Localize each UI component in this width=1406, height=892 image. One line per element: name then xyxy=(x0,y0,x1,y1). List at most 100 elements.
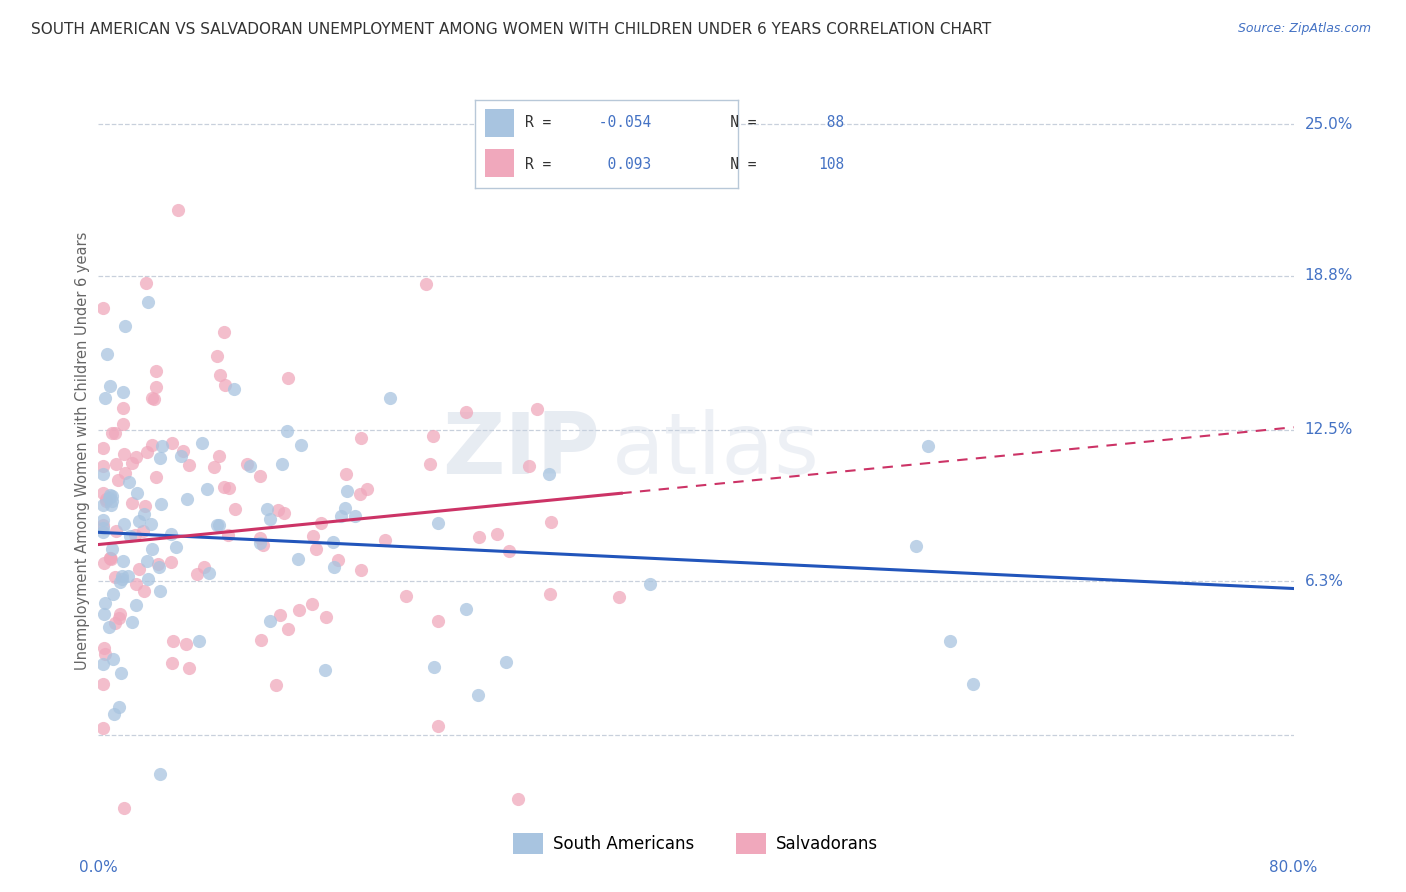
Point xyxy=(249,532,271,546)
Point xyxy=(208,449,231,463)
Point xyxy=(124,528,146,542)
Point xyxy=(91,513,114,527)
Point xyxy=(97,491,120,505)
Point xyxy=(91,467,114,481)
Point xyxy=(271,457,294,471)
Point xyxy=(149,767,172,781)
Point xyxy=(118,475,141,489)
Point xyxy=(150,439,173,453)
Point xyxy=(110,666,132,681)
Point xyxy=(104,524,127,538)
Point xyxy=(94,647,117,661)
Point xyxy=(98,550,121,565)
Point xyxy=(136,554,159,568)
Point xyxy=(609,591,631,605)
Point xyxy=(239,458,262,473)
Point xyxy=(538,587,561,601)
Point xyxy=(107,473,129,487)
Point xyxy=(134,507,156,521)
Point xyxy=(135,276,157,290)
Point xyxy=(301,529,323,543)
Point xyxy=(187,634,209,648)
Point xyxy=(101,652,124,666)
Point xyxy=(110,569,132,583)
Point xyxy=(143,392,166,406)
Point xyxy=(212,480,235,494)
Point xyxy=(269,607,291,622)
Point xyxy=(256,501,278,516)
Point xyxy=(118,529,141,543)
Point xyxy=(101,494,124,508)
Point xyxy=(111,385,134,400)
Point xyxy=(138,572,160,586)
Point xyxy=(217,528,239,542)
Point xyxy=(160,656,183,670)
Point xyxy=(415,277,437,292)
Point xyxy=(905,539,928,553)
Point xyxy=(264,677,287,691)
Point xyxy=(179,458,201,473)
Point xyxy=(311,516,333,530)
Point xyxy=(105,457,128,471)
Point xyxy=(485,527,508,541)
Point xyxy=(128,514,150,528)
Point xyxy=(426,719,449,733)
Point xyxy=(508,792,530,806)
Point xyxy=(91,518,114,533)
Point xyxy=(249,468,271,483)
Point xyxy=(160,436,183,450)
Point xyxy=(172,444,194,458)
Text: 18.8%: 18.8% xyxy=(1305,268,1353,284)
Point xyxy=(125,450,148,464)
Point xyxy=(277,370,299,384)
Point xyxy=(202,459,225,474)
Point xyxy=(214,378,236,392)
Point xyxy=(517,458,540,473)
Point xyxy=(427,614,450,628)
Point xyxy=(121,456,143,470)
Point xyxy=(145,363,167,377)
Point xyxy=(329,509,352,524)
Point xyxy=(141,437,163,451)
Point xyxy=(191,436,214,450)
Point xyxy=(93,556,115,570)
Point xyxy=(101,489,124,503)
Point xyxy=(193,559,215,574)
Point xyxy=(419,457,441,471)
Point xyxy=(91,677,114,691)
Text: 6.3%: 6.3% xyxy=(1305,574,1344,589)
Point xyxy=(305,542,328,557)
Point xyxy=(335,467,357,481)
Point xyxy=(114,466,136,480)
Text: atlas: atlas xyxy=(613,409,820,492)
Point xyxy=(208,368,231,383)
Point xyxy=(350,563,373,577)
Point xyxy=(467,689,489,703)
Point xyxy=(328,553,350,567)
Point xyxy=(205,350,228,364)
Point xyxy=(91,458,114,473)
Point xyxy=(93,640,115,655)
Point xyxy=(125,576,148,591)
Point xyxy=(103,587,125,601)
Point xyxy=(148,558,170,572)
Point xyxy=(112,801,135,815)
Point xyxy=(91,498,114,512)
Point xyxy=(104,570,127,584)
Point xyxy=(127,485,149,500)
Text: Source: ZipAtlas.com: Source: ZipAtlas.com xyxy=(1237,22,1371,36)
Y-axis label: Unemployment Among Women with Children Under 6 years: Unemployment Among Women with Children U… xyxy=(75,231,90,670)
Point xyxy=(100,426,122,441)
Point xyxy=(98,551,121,566)
Point xyxy=(222,382,245,396)
Text: 0.0%: 0.0% xyxy=(79,860,118,874)
Point xyxy=(198,566,221,580)
Point xyxy=(277,622,299,636)
Text: ZIP: ZIP xyxy=(443,409,600,492)
Point xyxy=(128,562,150,576)
Point xyxy=(96,346,118,360)
Point xyxy=(91,722,114,736)
Point xyxy=(149,584,172,599)
Point xyxy=(186,566,208,581)
Point xyxy=(498,544,520,558)
